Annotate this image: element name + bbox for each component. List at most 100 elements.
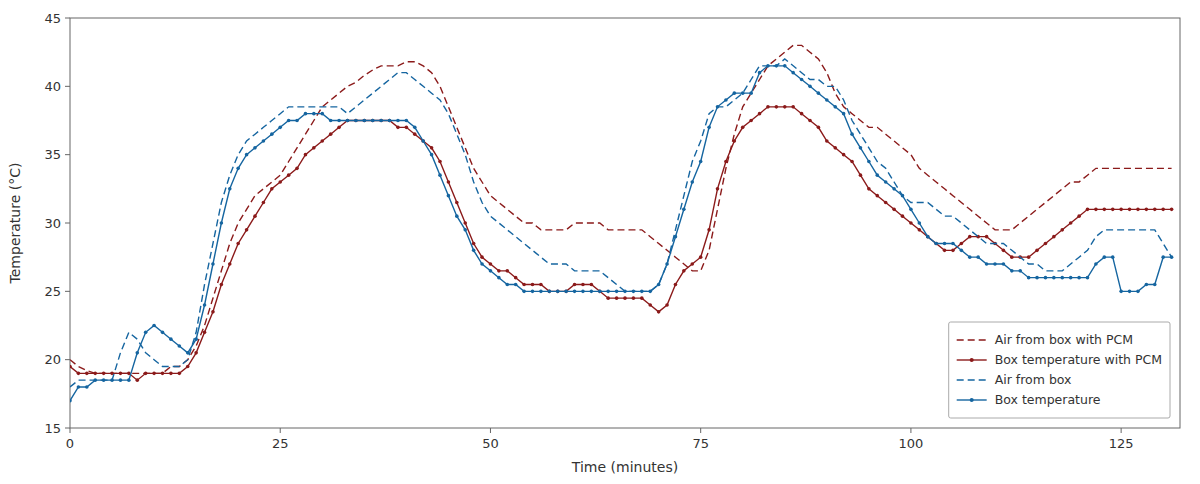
- y-axis-label: Temperature (°C): [7, 163, 23, 285]
- data-point: [951, 249, 955, 253]
- data-point: [1128, 208, 1132, 212]
- data-point: [203, 331, 207, 335]
- data-point: [1018, 269, 1022, 273]
- data-point: [875, 194, 879, 198]
- y-tick-label: 40: [44, 79, 61, 94]
- data-point: [463, 228, 467, 232]
- data-point: [741, 126, 745, 130]
- data-point: [1128, 290, 1132, 294]
- data-point: [943, 242, 947, 246]
- data-point: [707, 228, 711, 232]
- data-point: [674, 283, 678, 287]
- y-tick: [65, 428, 70, 429]
- data-point: [657, 283, 661, 287]
- data-point: [489, 262, 493, 266]
- legend-label: Air from box with PCM: [995, 332, 1133, 347]
- data-point: [590, 283, 594, 287]
- data-point: [1094, 208, 1098, 212]
- data-point: [648, 303, 652, 307]
- series-line: [70, 107, 1172, 380]
- data-point: [270, 132, 274, 136]
- data-point: [758, 71, 762, 75]
- data-point: [514, 283, 518, 287]
- data-point: [304, 112, 308, 116]
- data-point: [480, 262, 484, 266]
- data-point: [85, 385, 89, 389]
- data-point: [312, 146, 316, 150]
- data-point: [480, 255, 484, 259]
- data-point: [228, 262, 232, 266]
- data-point: [657, 310, 661, 314]
- data-point: [346, 119, 350, 123]
- data-point: [413, 126, 417, 130]
- data-point: [1161, 255, 1165, 259]
- data-point: [329, 132, 333, 136]
- data-point: [144, 331, 148, 335]
- data-point: [699, 255, 703, 259]
- x-tick: [490, 428, 491, 433]
- data-point: [93, 372, 97, 376]
- data-point: [968, 255, 972, 259]
- data-point: [1010, 269, 1014, 273]
- data-point: [144, 372, 148, 376]
- data-point: [606, 296, 610, 300]
- data-point: [716, 187, 720, 191]
- data-point: [623, 290, 627, 294]
- data-point: [1119, 290, 1123, 294]
- data-point: [312, 112, 316, 116]
- data-point: [262, 201, 266, 205]
- data-point: [438, 173, 442, 177]
- data-point: [278, 126, 282, 130]
- data-point: [665, 303, 669, 307]
- data-point: [993, 262, 997, 266]
- data-point: [581, 283, 585, 287]
- data-point: [623, 296, 627, 300]
- data-point: [733, 139, 737, 143]
- data-point: [178, 344, 182, 348]
- data-point: [102, 378, 106, 382]
- x-tick-label: 25: [272, 436, 289, 451]
- data-point: [472, 249, 476, 253]
- data-point: [867, 160, 871, 164]
- data-point: [1060, 228, 1064, 232]
- data-point: [556, 290, 560, 294]
- data-point: [413, 132, 417, 136]
- data-point: [497, 269, 501, 273]
- data-point: [842, 153, 846, 157]
- data-point: [1052, 235, 1056, 239]
- data-point: [1153, 208, 1157, 212]
- data-point: [354, 119, 358, 123]
- data-point: [135, 351, 139, 355]
- data-point: [438, 160, 442, 164]
- data-point: [119, 372, 123, 376]
- data-point: [152, 324, 156, 328]
- data-point: [161, 331, 165, 335]
- data-point: [169, 372, 173, 376]
- data-point: [194, 337, 198, 341]
- x-tick-label: 50: [482, 436, 499, 451]
- data-point: [1035, 249, 1039, 253]
- data-point: [110, 378, 114, 382]
- data-point: [346, 119, 350, 123]
- data-point: [371, 119, 375, 123]
- data-point: [1086, 208, 1090, 212]
- data-point: [396, 126, 400, 130]
- legend-marker: [970, 398, 974, 402]
- data-point: [1069, 276, 1073, 280]
- data-point: [1002, 249, 1006, 253]
- data-point: [884, 180, 888, 184]
- data-point: [1170, 208, 1174, 212]
- data-point: [245, 153, 249, 157]
- data-point: [1136, 290, 1140, 294]
- data-point: [909, 221, 913, 225]
- data-point: [985, 235, 989, 239]
- data-point: [825, 139, 829, 143]
- y-tick: [65, 154, 70, 155]
- legend-swatch: [957, 339, 987, 340]
- data-point: [77, 372, 81, 376]
- data-point: [186, 365, 190, 369]
- data-point: [1086, 276, 1090, 280]
- data-point: [1153, 283, 1157, 287]
- data-point: [817, 126, 821, 130]
- data-point: [918, 221, 922, 225]
